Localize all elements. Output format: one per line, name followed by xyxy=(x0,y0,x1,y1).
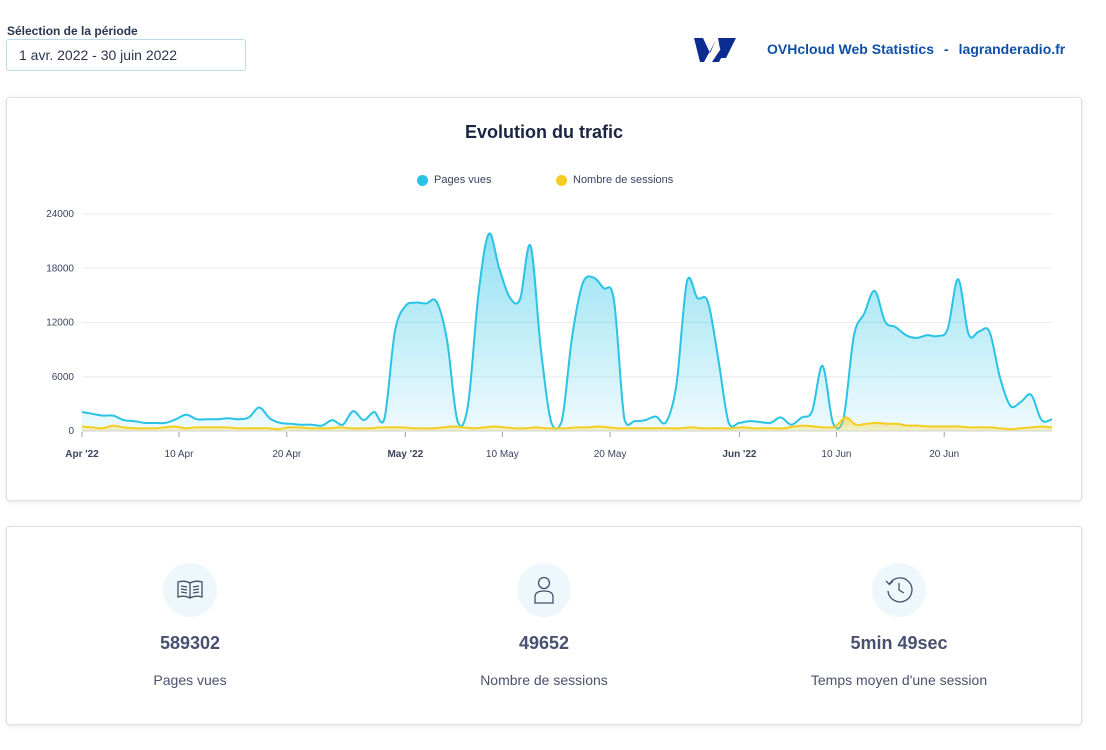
brand-domain[interactable]: lagranderadio.fr xyxy=(958,41,1066,57)
x-tick-label: 10 Jun xyxy=(821,449,851,460)
book-icon xyxy=(163,563,217,617)
stat-value: 589302 xyxy=(159,633,221,653)
stat-label: Temps moyen d'une session xyxy=(810,672,988,688)
series-line xyxy=(81,416,1053,431)
y-tick-label: 6000 xyxy=(52,372,75,383)
stat-sessions: 49652 Nombre de sessions xyxy=(394,563,694,688)
y-tick-label: 18000 xyxy=(46,263,74,274)
series-line xyxy=(81,232,1053,430)
chart-title: Evolution du trafic xyxy=(464,122,623,142)
brand-separator: - xyxy=(944,41,949,57)
brand-title: OVHcloud Web Statistics - lagranderadio.fr xyxy=(767,41,1065,57)
legend-label: Nombre de sessions xyxy=(573,174,674,186)
x-tick-label: 10 Apr xyxy=(165,449,195,460)
brand-header: OVHcloud Web Statistics - lagranderadio.fr xyxy=(692,36,1065,64)
chart-legend: Pages vues Nombre de sessions xyxy=(7,174,1081,190)
legend-label: Pages vues xyxy=(434,174,492,186)
stat-avg-session-time: 5min 49sec Temps moyen d'une session xyxy=(749,563,1049,688)
traffic-chart[interactable]: 0 6000 12000 18000 24000 Apr '22 10 Apr 20 Apr M… xyxy=(7,98,1083,502)
y-tick-label: 24000 xyxy=(46,209,74,220)
brand-app-name: OVHcloud Web Statistics xyxy=(767,41,934,57)
y-tick-label: 12000 xyxy=(46,318,74,329)
legend-item-pages-vues[interactable]: Pages vues xyxy=(417,174,491,186)
x-tick-label: 20 Apr xyxy=(272,449,302,460)
stats-card: 589302 Pages vues 49652 Nombre de sessio… xyxy=(6,526,1082,725)
series-area xyxy=(82,233,1052,431)
x-tick-label: May '22 xyxy=(387,449,423,460)
user-icon xyxy=(517,563,571,617)
traffic-chart-card: Evolution du trafic Pages vues Nombre de… xyxy=(6,97,1082,501)
x-tick-label: 20 Jun xyxy=(929,449,959,460)
x-tick-label: 10 May xyxy=(486,449,519,460)
ovhcloud-logo xyxy=(694,38,736,62)
x-tick-label: Jun '22 xyxy=(722,449,756,460)
x-tick-label: 20 May xyxy=(594,449,627,460)
stat-value: 49652 xyxy=(518,633,570,653)
clock-history-icon xyxy=(872,563,926,617)
legend-dot-icon xyxy=(556,174,567,186)
stat-pages-vues: 589302 Pages vues xyxy=(40,563,340,688)
legend-dot-icon xyxy=(417,174,428,186)
y-tick-label: 0 xyxy=(68,426,74,437)
legend-item-sessions[interactable]: Nombre de sessions xyxy=(556,174,673,186)
stat-label: Nombre de sessions xyxy=(480,672,608,688)
period-label: Sélection de la période xyxy=(7,24,138,38)
stat-value: 5min 49sec xyxy=(850,633,948,653)
x-tick-label: Apr '22 xyxy=(65,449,99,460)
stat-label: Pages vues xyxy=(153,672,227,688)
series-area xyxy=(82,417,1052,431)
period-input[interactable] xyxy=(6,39,246,71)
